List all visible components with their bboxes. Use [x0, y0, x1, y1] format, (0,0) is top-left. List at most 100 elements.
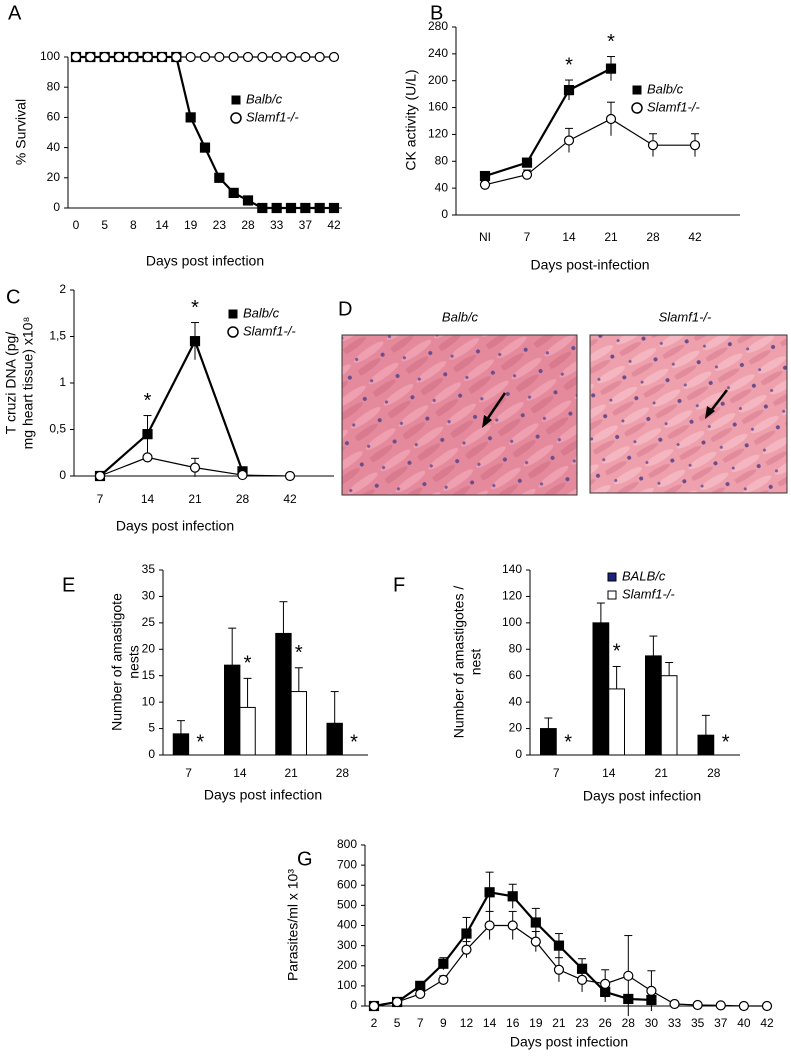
- marker: [199, 142, 211, 153]
- marker: [553, 964, 565, 975]
- marker: [647, 140, 659, 151]
- y-axis-label: T cruzi DNA (pg/: [3, 332, 19, 435]
- marker: [530, 917, 541, 928]
- marker: [237, 469, 248, 481]
- x-tick-label: 19: [529, 1016, 543, 1030]
- y-axis-label: Number of amastigotes /: [451, 586, 467, 739]
- y-tick-label: 30: [142, 589, 156, 603]
- marker: [142, 51, 153, 63]
- series-line: [76, 55, 334, 210]
- legend-swatch: [607, 590, 617, 600]
- bar: [275, 632, 292, 756]
- marker: [507, 891, 518, 902]
- significance: *: [144, 390, 152, 412]
- x-tick-label: 2: [371, 1016, 378, 1030]
- marker: [185, 51, 196, 63]
- marker: [530, 936, 541, 947]
- marker: [199, 51, 211, 63]
- y-tick-label: 160: [428, 100, 448, 114]
- x-tick-label: NI: [479, 230, 491, 244]
- x-tick-label: 35: [691, 1016, 705, 1030]
- marker: [328, 51, 340, 63]
- x-tick-label: 14: [562, 230, 576, 244]
- marker: [189, 462, 201, 473]
- panel-letter: A: [8, 2, 22, 24]
- y-tick-label: 120: [502, 589, 522, 603]
- x-tick-label: 21: [188, 492, 202, 506]
- chart-panel: F 0 20 40 60 80 100 120 140 Number of amastigotes…: [393, 562, 740, 804]
- y-tick-label: 40: [47, 140, 61, 154]
- y-tick-label: 240: [428, 46, 448, 60]
- marker: [228, 51, 239, 63]
- panel-letter: E: [62, 574, 75, 596]
- panel-letter: G: [297, 848, 313, 870]
- arrow: [709, 389, 728, 413]
- y-tick-label: 120: [428, 127, 448, 141]
- marker: [271, 202, 282, 214]
- marker: [461, 928, 472, 939]
- y-tick-label: 800: [337, 837, 357, 851]
- marker: [242, 195, 254, 206]
- x-tick-label: 28: [622, 1016, 636, 1030]
- legend-label: Balb/c: [246, 91, 283, 106]
- image-label: Slamf1-/-: [659, 309, 712, 324]
- y-tick-label: 20: [142, 641, 156, 655]
- y-tick-label: 5: [148, 721, 155, 735]
- bar: [645, 655, 662, 756]
- panel-letter: F: [393, 574, 405, 596]
- marker: [563, 85, 575, 96]
- series-line: [484, 118, 695, 186]
- legend-label: Slamf1-/-: [246, 109, 299, 124]
- y-axis-label: % Survival: [13, 99, 29, 165]
- panel-letter: D: [338, 298, 352, 320]
- marker: [242, 51, 254, 63]
- x-tick-label: 28: [646, 230, 660, 244]
- marker: [328, 202, 340, 214]
- x-tick-label: 21: [655, 766, 669, 780]
- marker: [605, 63, 617, 74]
- marker: [576, 974, 588, 985]
- y-tick-label: 0,5: [49, 422, 66, 436]
- marker: [692, 999, 703, 1011]
- x-tick-label: 14: [155, 218, 169, 232]
- x-tick-label: 21: [284, 766, 298, 780]
- y-tick-label: 500: [337, 898, 357, 912]
- marker: [185, 112, 196, 123]
- marker: [85, 51, 96, 63]
- y-tick-label: 700: [337, 857, 357, 871]
- y-tick-label: 20: [47, 170, 61, 184]
- y-tick-label: 0: [350, 998, 357, 1012]
- y-tick-label: 25: [142, 615, 156, 629]
- bar: [172, 733, 190, 756]
- panel-letter: C: [6, 286, 20, 308]
- marker: [142, 452, 153, 463]
- significance: *: [722, 731, 730, 753]
- y-tick-label: 100: [502, 615, 522, 629]
- legend-label: Balb/c: [647, 81, 684, 96]
- marker: [521, 157, 533, 168]
- y-tick-label: 1,5: [49, 329, 66, 343]
- histology-image: [341, 334, 578, 496]
- marker: [576, 963, 588, 974]
- marker: [415, 988, 426, 1000]
- significance: *: [196, 731, 204, 753]
- x-tick-label: 19: [184, 218, 198, 232]
- marker: [646, 994, 657, 1006]
- marker: [605, 113, 617, 125]
- y-axis-label: Parasites/ml x 10³: [285, 869, 301, 981]
- series-line: [484, 67, 612, 178]
- y-tick-label: 100: [337, 978, 357, 992]
- y-axis-label: CK activity (U/L): [403, 69, 419, 170]
- legend-swatch: [228, 309, 238, 319]
- marker: [484, 920, 495, 931]
- legend-label: Slamf1-/-: [647, 99, 700, 114]
- marker: [563, 135, 575, 146]
- x-tick-label: 5: [101, 218, 108, 232]
- marker: [284, 470, 296, 482]
- x-tick-label: 14: [141, 492, 155, 506]
- x-tick-label: 0: [73, 218, 80, 232]
- y-tick-label: 200: [428, 73, 448, 87]
- bar: [697, 734, 715, 756]
